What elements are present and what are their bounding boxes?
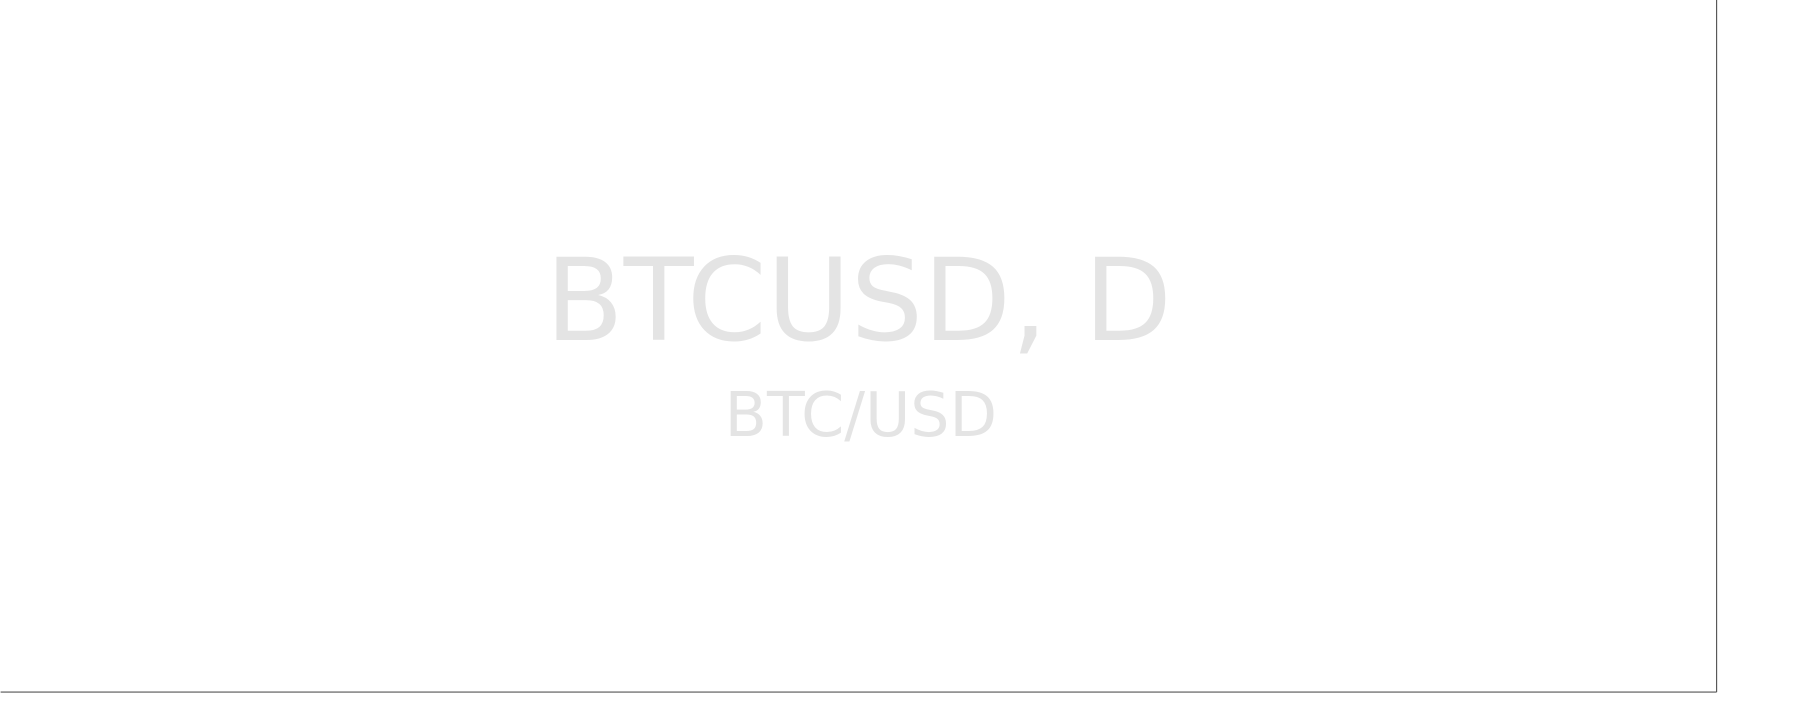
time-axis	[0, 692, 1795, 723]
price-axis	[1716, 0, 1795, 723]
watermark: BTCUSD, D	[545, 234, 1172, 367]
watermark-sub: BTC/USD	[725, 379, 997, 451]
